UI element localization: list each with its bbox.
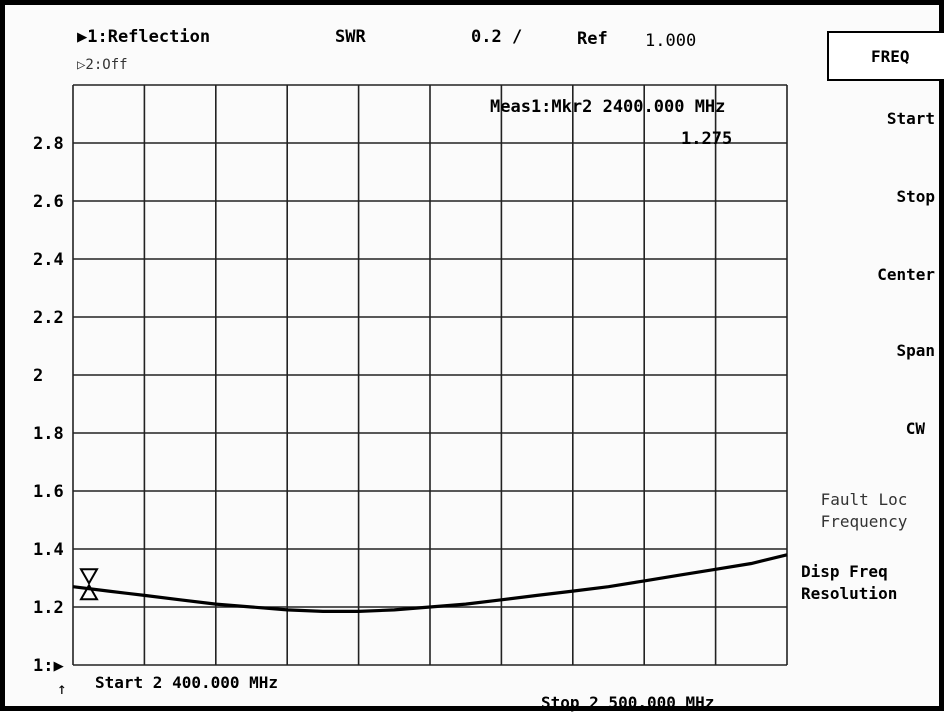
scale-label: 0.2 / <box>471 27 523 47</box>
ref-value: 1.000 <box>645 31 697 51</box>
marker-layer <box>79 568 99 601</box>
y-tick-label: 1.2 <box>33 598 64 618</box>
trace1-label[interactable]: ▶1:Reflection <box>77 27 211 47</box>
y-tick-label: 2.2 <box>33 308 64 328</box>
start-frequency-label: Start 2 400.000 MHz <box>95 673 279 692</box>
stimulus-arrow-icon: ↑ <box>57 679 67 698</box>
start-softkey[interactable]: Start <box>886 109 935 128</box>
center-softkey[interactable]: Center <box>877 265 935 284</box>
disp-freq-line2: Resolution <box>801 584 898 603</box>
trace-layer <box>72 553 788 614</box>
marker-value: 1.275 <box>681 129 733 149</box>
disp-freq-resolution-softkey[interactable]: Disp Freq Resolution <box>801 561 944 605</box>
freq-menu-title[interactable]: FREQ <box>827 31 944 81</box>
span-softkey[interactable]: Span <box>896 341 935 360</box>
cw-softkey[interactable]: CW <box>905 419 925 438</box>
y-tick-label: 1.4 <box>33 540 64 560</box>
plot-grid <box>72 84 788 666</box>
marker-1-icon <box>79 568 99 586</box>
y-tick-label: 2 <box>33 366 43 386</box>
stop-softkey[interactable]: Stop <box>896 187 935 206</box>
trace2-label[interactable]: ▷2:Off <box>77 57 128 73</box>
disp-freq-line1: Disp Freq <box>801 562 888 581</box>
ref-label: Ref <box>577 29 608 49</box>
marker-2-icon <box>79 583 99 601</box>
y-axis-ticks: 1:▶ 1.2 1.4 1.6 1.8 2 2.2 2.4 2.6 2.8 <box>33 134 64 676</box>
fault-loc-line2: Frequency <box>820 512 908 531</box>
swr-plot: 1:▶ 1.2 1.4 1.6 1.8 2 2.2 2.4 2.6 2.8 <box>33 84 788 676</box>
fault-loc-frequency-softkey[interactable]: Fault Loc Frequency <box>789 489 939 533</box>
y-tick-label: 1.6 <box>33 482 64 502</box>
format-label: SWR <box>335 27 366 47</box>
swr-trace-line <box>72 553 788 614</box>
y-tick-label: 2.6 <box>33 192 64 212</box>
y-tick-label: 1:▶ <box>33 656 64 676</box>
stop-frequency-label: Stop 2 500.000 MHz <box>541 693 715 712</box>
fault-loc-line1: Fault Loc <box>820 490 908 509</box>
marker-readout: Meas1:Mkr2 2400.000 MHz <box>490 97 726 117</box>
y-tick-label: 1.8 <box>33 424 64 444</box>
y-tick-label: 2.4 <box>33 250 64 270</box>
y-tick-label: 2.8 <box>33 134 64 154</box>
